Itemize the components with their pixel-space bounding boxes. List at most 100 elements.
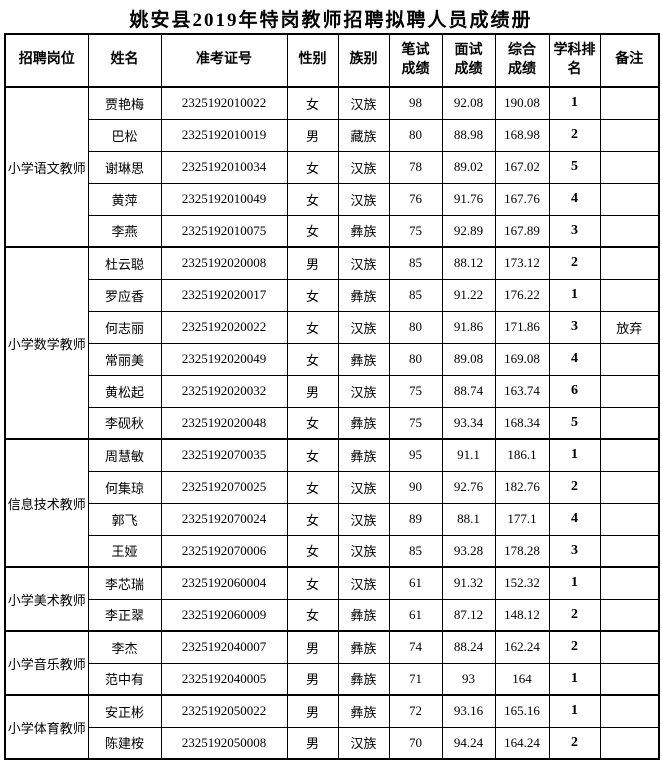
interview-cell: 91.76 [441, 182, 496, 216]
composite-cell: 182.76 [494, 470, 550, 504]
name-cell: 黄萍 [87, 182, 162, 216]
written-cell: 95 [388, 438, 443, 472]
interview-cell: 89.02 [441, 150, 496, 184]
position-cell: 信息技术教师 [4, 438, 89, 568]
col-header-remark: 备注 [599, 33, 660, 88]
position-cell: 小学音乐教师 [4, 630, 89, 696]
name-cell: 贾艳梅 [87, 86, 162, 120]
remark-cell [599, 630, 660, 664]
gender-cell: 男 [286, 246, 339, 280]
rank-cell: 3 [548, 534, 601, 568]
interview-cell: 92.76 [441, 470, 496, 504]
rank-cell: 6 [548, 374, 601, 408]
composite-cell: 167.76 [494, 182, 550, 216]
ethnic-cell: 彝族 [337, 342, 390, 376]
table-row: 小学美术教师 李芯瑞 2325192060004 女汉族 61 91.32 152.32 1 [4, 566, 660, 632]
table-row: 李砚秋 2325192020048 女彝族 75 93.34 168.34 5 [5, 406, 660, 440]
ticket-cell: 2325192050022 [160, 694, 288, 728]
interview-cell: 88.98 [441, 118, 496, 152]
table-row: 黄萍 2325192010049 女汉族 76 91.76 167.76 4 [5, 182, 660, 216]
name-cell: 何志丽 [87, 310, 162, 344]
gender-cell: 男 [286, 694, 339, 728]
remark-cell [599, 214, 660, 248]
ticket-cell: 2325192070006 [160, 534, 288, 568]
remark-cell [599, 726, 660, 760]
ethnic-cell: 彝族 [337, 630, 390, 664]
position-cell: 小学数学教师 [4, 246, 89, 440]
composite-cell: 167.89 [494, 214, 550, 248]
position-cell: 小学语文教师 [4, 86, 89, 248]
gender-cell: 女 [286, 406, 339, 440]
ethnic-cell: 汉族 [337, 150, 390, 184]
rank-cell: 2 [548, 118, 601, 152]
gender-cell: 女 [286, 150, 339, 184]
composite-cell: 178.28 [494, 534, 550, 568]
ticket-cell: 2325192020032 [160, 374, 288, 408]
ethnic-cell: 彝族 [337, 278, 390, 312]
interview-cell: 93.34 [441, 406, 496, 440]
table-body: 小学语文教师 贾艳梅 2325192010022 女汉族 98 92.08 190.08 1 巴… [4, 86, 660, 760]
name-cell: 李正翠 [87, 598, 162, 632]
ticket-cell: 2325192060009 [160, 598, 288, 632]
remark-cell [599, 406, 660, 440]
remark-cell [599, 534, 660, 568]
written-cell: 75 [388, 374, 443, 408]
ethnic-cell: 彝族 [337, 406, 390, 440]
written-cell: 98 [388, 86, 443, 120]
ticket-cell: 2325192070035 [160, 438, 288, 472]
name-cell: 李燕 [87, 214, 162, 248]
table-row: 常丽美 2325192020049 女彝族 80 89.08 169.08 4 [5, 342, 660, 376]
remark-cell [599, 150, 660, 184]
interview-cell: 91.1 [441, 438, 496, 472]
rank-cell: 1 [548, 694, 601, 728]
remark-cell [599, 118, 660, 152]
name-cell: 郭飞 [87, 502, 162, 536]
interview-cell: 93 [441, 662, 496, 696]
table-row: 陈建桉 2325192050008 男汉族 70 94.24 164.24 2 [5, 726, 660, 760]
col-header-composite: 综合 成绩 [494, 33, 550, 88]
written-cell: 80 [388, 310, 443, 344]
name-cell: 杜云聪 [87, 246, 162, 280]
score-table: 招聘岗位 姓名 准考证号 性别 族别 笔试 成绩 面试 成绩 综合 成绩 学科排 名备注 小学语… [4, 33, 660, 760]
col-header-interview: 面试 成绩 [441, 33, 496, 88]
interview-cell: 91.32 [441, 566, 496, 600]
name-cell: 谢琳思 [87, 150, 162, 184]
composite-cell: 177.1 [494, 502, 550, 536]
gender-cell: 女 [286, 438, 339, 472]
interview-cell: 87.12 [441, 598, 496, 632]
written-cell: 76 [388, 182, 443, 216]
name-cell: 李杰 [87, 630, 162, 664]
rank-cell: 3 [548, 214, 601, 248]
remark-cell [599, 662, 660, 696]
ethnic-cell: 彝族 [337, 598, 390, 632]
remark-cell [599, 438, 660, 472]
written-cell: 75 [388, 406, 443, 440]
name-cell: 罗应香 [87, 278, 162, 312]
composite-cell: 167.02 [494, 150, 550, 184]
composite-cell: 169.08 [494, 342, 550, 376]
written-cell: 75 [388, 214, 443, 248]
name-cell: 陈建桉 [87, 726, 162, 760]
composite-cell: 168.98 [494, 118, 550, 152]
ticket-cell: 2325192020022 [160, 310, 288, 344]
written-cell: 90 [388, 470, 443, 504]
table-row: 小学语文教师 贾艳梅 2325192010022 女汉族 98 92.08 190.08 1 [4, 86, 660, 248]
remark-cell [599, 86, 660, 120]
rank-cell: 2 [548, 598, 601, 632]
composite-cell: 173.12 [494, 246, 550, 280]
rank-cell: 5 [548, 406, 601, 440]
table-row: 李正翠 2325192060009 女彝族 61 87.12 148.12 2 [5, 598, 660, 632]
written-cell: 61 [388, 598, 443, 632]
written-cell: 72 [388, 694, 443, 728]
composite-cell: 163.74 [494, 374, 550, 408]
interview-cell: 88.12 [441, 246, 496, 280]
written-cell: 71 [388, 662, 443, 696]
remark-cell: 放弃 [599, 310, 660, 344]
written-cell: 78 [388, 150, 443, 184]
remark-cell [599, 182, 660, 216]
written-cell: 80 [388, 342, 443, 376]
col-header-ethnic: 族别 [337, 33, 390, 88]
rank-cell: 1 [548, 86, 601, 120]
interview-cell: 92.08 [441, 86, 496, 120]
